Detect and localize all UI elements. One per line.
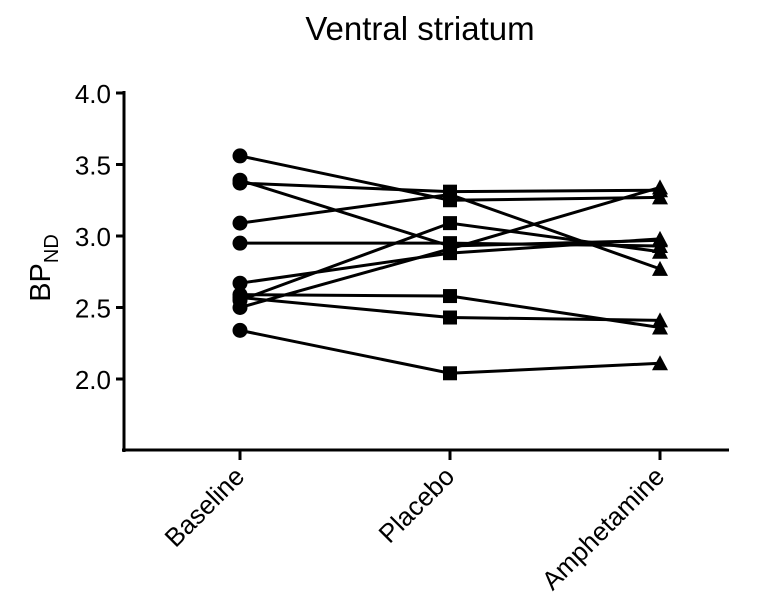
x-tick-label-amphetamine: Amphetamine [536, 461, 671, 596]
y-ticks: 2.0 2.5 3.0 3.5 4.0 [75, 79, 124, 395]
y-tick-label: 4.0 [75, 79, 111, 109]
y-tick-label: 2.0 [75, 365, 111, 395]
marker-circle [232, 175, 248, 191]
x-tick-label-baseline: Baseline [159, 461, 251, 553]
marker-square [443, 310, 457, 325]
marker-triangle [652, 179, 668, 195]
marker-circle [232, 235, 248, 251]
marker-triangle [652, 243, 668, 259]
y-tick-label: 3.5 [75, 151, 111, 181]
marker-square [443, 187, 457, 202]
marker-circle [232, 322, 248, 338]
marker-triangle [652, 355, 668, 371]
chart-title: Ventral striatum [305, 10, 534, 47]
marker-square [443, 366, 457, 381]
marker-triangle [652, 312, 668, 328]
x-tick-label-placebo: Placebo [373, 461, 461, 549]
marker-circle [232, 289, 248, 305]
series-markers [232, 148, 668, 381]
marker-triangle [652, 260, 668, 276]
marker-square [443, 241, 457, 256]
y-axis-label: BPND [25, 234, 63, 302]
marker-circle [232, 215, 248, 231]
marker-circle [232, 275, 248, 291]
marker-square [443, 216, 457, 231]
marker-circle [232, 148, 248, 164]
x-ticks: Baseline Placebo Amphetamine [159, 450, 671, 596]
y-axis-label-main: BP [25, 263, 57, 302]
y-tick-label: 3.0 [75, 222, 111, 252]
marker-square [443, 289, 457, 304]
y-tick-label: 2.5 [75, 294, 111, 324]
marker-triangle [652, 230, 668, 246]
y-axis-label-sub: ND [41, 234, 63, 263]
